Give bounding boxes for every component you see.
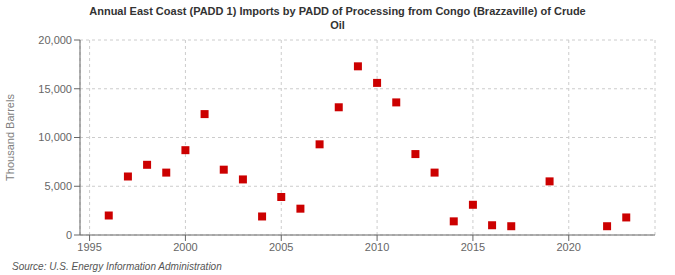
- svg-text:5,000: 5,000: [44, 180, 72, 192]
- svg-text:10,000: 10,000: [38, 131, 72, 143]
- svg-text:Thousand Barrels: Thousand Barrels: [8, 94, 16, 181]
- html-text:Oil: Oil: [330, 19, 345, 31]
- svg-text:20,000: 20,000: [38, 34, 72, 46]
- svg-text:1995: 1995: [77, 241, 101, 253]
- svg-text:0: 0: [66, 229, 72, 241]
- svg-text:2010: 2010: [365, 241, 389, 253]
- html-text:Source: U.S. Energy Informatio: Source: U.S. Energy Information Administ…: [12, 261, 222, 272]
- svg-text:2015: 2015: [461, 241, 485, 253]
- svg-text:15,000: 15,000: [38, 83, 72, 95]
- html-text:Annual East Coast (PADD 1) Imp: Annual East Coast (PADD 1) Imports by PA…: [89, 5, 586, 17]
- svg-text:2000: 2000: [173, 241, 197, 253]
- svg-text:2020: 2020: [557, 241, 581, 253]
- svg-text:2005: 2005: [269, 241, 293, 253]
